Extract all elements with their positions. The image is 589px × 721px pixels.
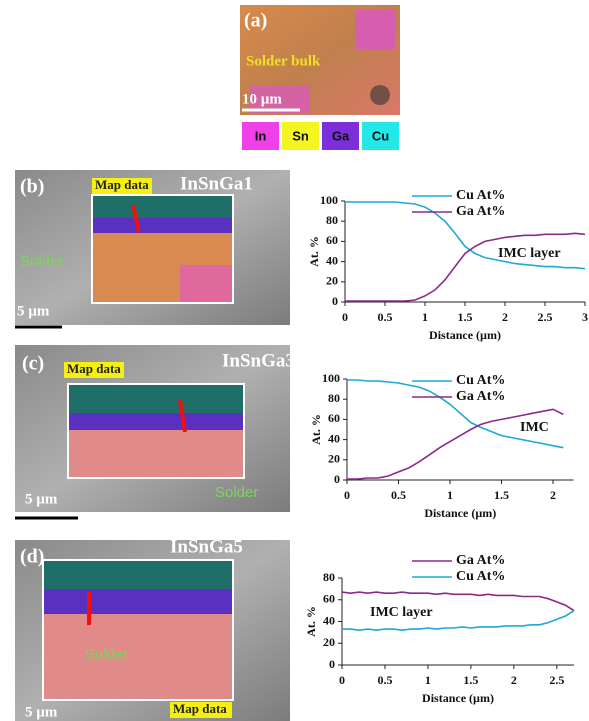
figure: (a) Solder bulk 10 µm InSnGaCu Map data … bbox=[0, 0, 589, 721]
sample-label: InSnGa5 bbox=[170, 536, 243, 557]
ga-layer bbox=[44, 589, 232, 614]
scale-label: 5 µm bbox=[17, 303, 50, 319]
legend-label: Ga At% bbox=[456, 553, 505, 568]
legend-label: Cu At% bbox=[456, 569, 505, 584]
y-tick-label: 0 bbox=[332, 294, 338, 308]
region-label: Solder bbox=[215, 484, 258, 501]
map-label: Map data bbox=[95, 177, 149, 192]
legend-label: Sn bbox=[292, 128, 309, 143]
cu-layer bbox=[44, 561, 232, 589]
y-tick-label: 40 bbox=[328, 431, 340, 445]
y-tick-label: 40 bbox=[326, 253, 338, 267]
x-axis-label: Distance (µm) bbox=[422, 691, 494, 705]
y-tick-label: 20 bbox=[323, 635, 335, 649]
panel-label: (d) bbox=[20, 546, 44, 568]
x-axis-label: Distance (µm) bbox=[424, 506, 496, 520]
y-tick-label: 100 bbox=[320, 193, 338, 207]
ga-layer bbox=[93, 218, 232, 233]
x-tick-label: 0.5 bbox=[378, 310, 393, 324]
x-tick-label: 2.5 bbox=[538, 310, 553, 324]
x-tick-label: 0 bbox=[342, 310, 348, 324]
y-tick-label: 20 bbox=[328, 452, 340, 466]
in-region bbox=[355, 10, 395, 50]
x-tick-label: 1.5 bbox=[463, 673, 478, 687]
x-tick-label: 2 bbox=[502, 310, 508, 324]
x-tick-label: 3 bbox=[582, 310, 588, 324]
x-tick-label: 1 bbox=[425, 673, 431, 687]
legend-label: Cu At% bbox=[456, 188, 505, 203]
x-tick-label: 2.5 bbox=[549, 673, 564, 687]
y-tick-label: 60 bbox=[323, 592, 335, 606]
y-tick-label: 40 bbox=[323, 613, 335, 627]
panel-label: (b) bbox=[20, 176, 44, 198]
x-tick-label: 1 bbox=[447, 488, 453, 502]
y-axis-label: At. % bbox=[307, 236, 321, 267]
region-label: Solder bulk bbox=[246, 53, 321, 69]
y-tick-label: 80 bbox=[326, 213, 338, 227]
x-tick-label: 2 bbox=[511, 673, 517, 687]
y-tick-label: 60 bbox=[328, 411, 340, 425]
legend-label: Ga At% bbox=[456, 389, 505, 404]
in-region bbox=[180, 265, 232, 302]
scale-label: 5 µm bbox=[25, 491, 58, 507]
x-tick-label: 1 bbox=[422, 310, 428, 324]
map-label: Map data bbox=[67, 361, 121, 376]
y-tick-label: 80 bbox=[328, 391, 340, 405]
x-tick-label: 1.5 bbox=[494, 488, 509, 502]
x-axis-label: Distance (µm) bbox=[429, 328, 501, 342]
scale-label: 5 µm bbox=[25, 704, 58, 720]
y-tick-label: 20 bbox=[326, 274, 338, 288]
y-axis-label: At. % bbox=[304, 606, 318, 637]
y-tick-label: 80 bbox=[323, 570, 335, 584]
annotation: IMC bbox=[520, 420, 549, 435]
y-tick-label: 0 bbox=[334, 472, 340, 486]
annotation: IMC layer bbox=[370, 605, 433, 620]
y-tick-label: 60 bbox=[326, 233, 338, 247]
x-tick-label: 0.5 bbox=[377, 673, 392, 687]
legend-label: Cu bbox=[372, 128, 389, 143]
legend-label: Ga bbox=[332, 128, 350, 143]
x-tick-label: 0.5 bbox=[391, 488, 406, 502]
y-tick-label: 100 bbox=[322, 371, 340, 385]
panel-label: (a) bbox=[244, 10, 267, 32]
x-tick-label: 1.5 bbox=[458, 310, 473, 324]
panel-label: (c) bbox=[22, 353, 44, 375]
legend-label: In bbox=[255, 128, 267, 143]
legend-label: Cu At% bbox=[456, 373, 505, 388]
cu-layer bbox=[93, 196, 232, 218]
map-label: Map data bbox=[173, 701, 227, 716]
ga-layer bbox=[69, 413, 243, 430]
y-tick-label: 0 bbox=[329, 657, 335, 671]
region-label: Solder bbox=[20, 253, 63, 270]
x-tick-label: 0 bbox=[339, 673, 345, 687]
x-tick-label: 2 bbox=[550, 488, 556, 502]
sample-label: InSnGa3 bbox=[222, 350, 295, 371]
ga-spot bbox=[370, 85, 390, 105]
element-legend: In Sn Ga Cu bbox=[242, 122, 399, 150]
legend-label: Ga At% bbox=[456, 204, 505, 219]
scale-label: 10 µm bbox=[242, 91, 282, 107]
cu-layer bbox=[69, 385, 243, 413]
y-axis-label: At. % bbox=[309, 414, 323, 445]
region-label: Solder bbox=[85, 646, 128, 663]
sample-label: InSnGa1 bbox=[180, 173, 253, 194]
x-tick-label: 0 bbox=[344, 488, 350, 502]
annotation: IMC layer bbox=[498, 246, 561, 261]
